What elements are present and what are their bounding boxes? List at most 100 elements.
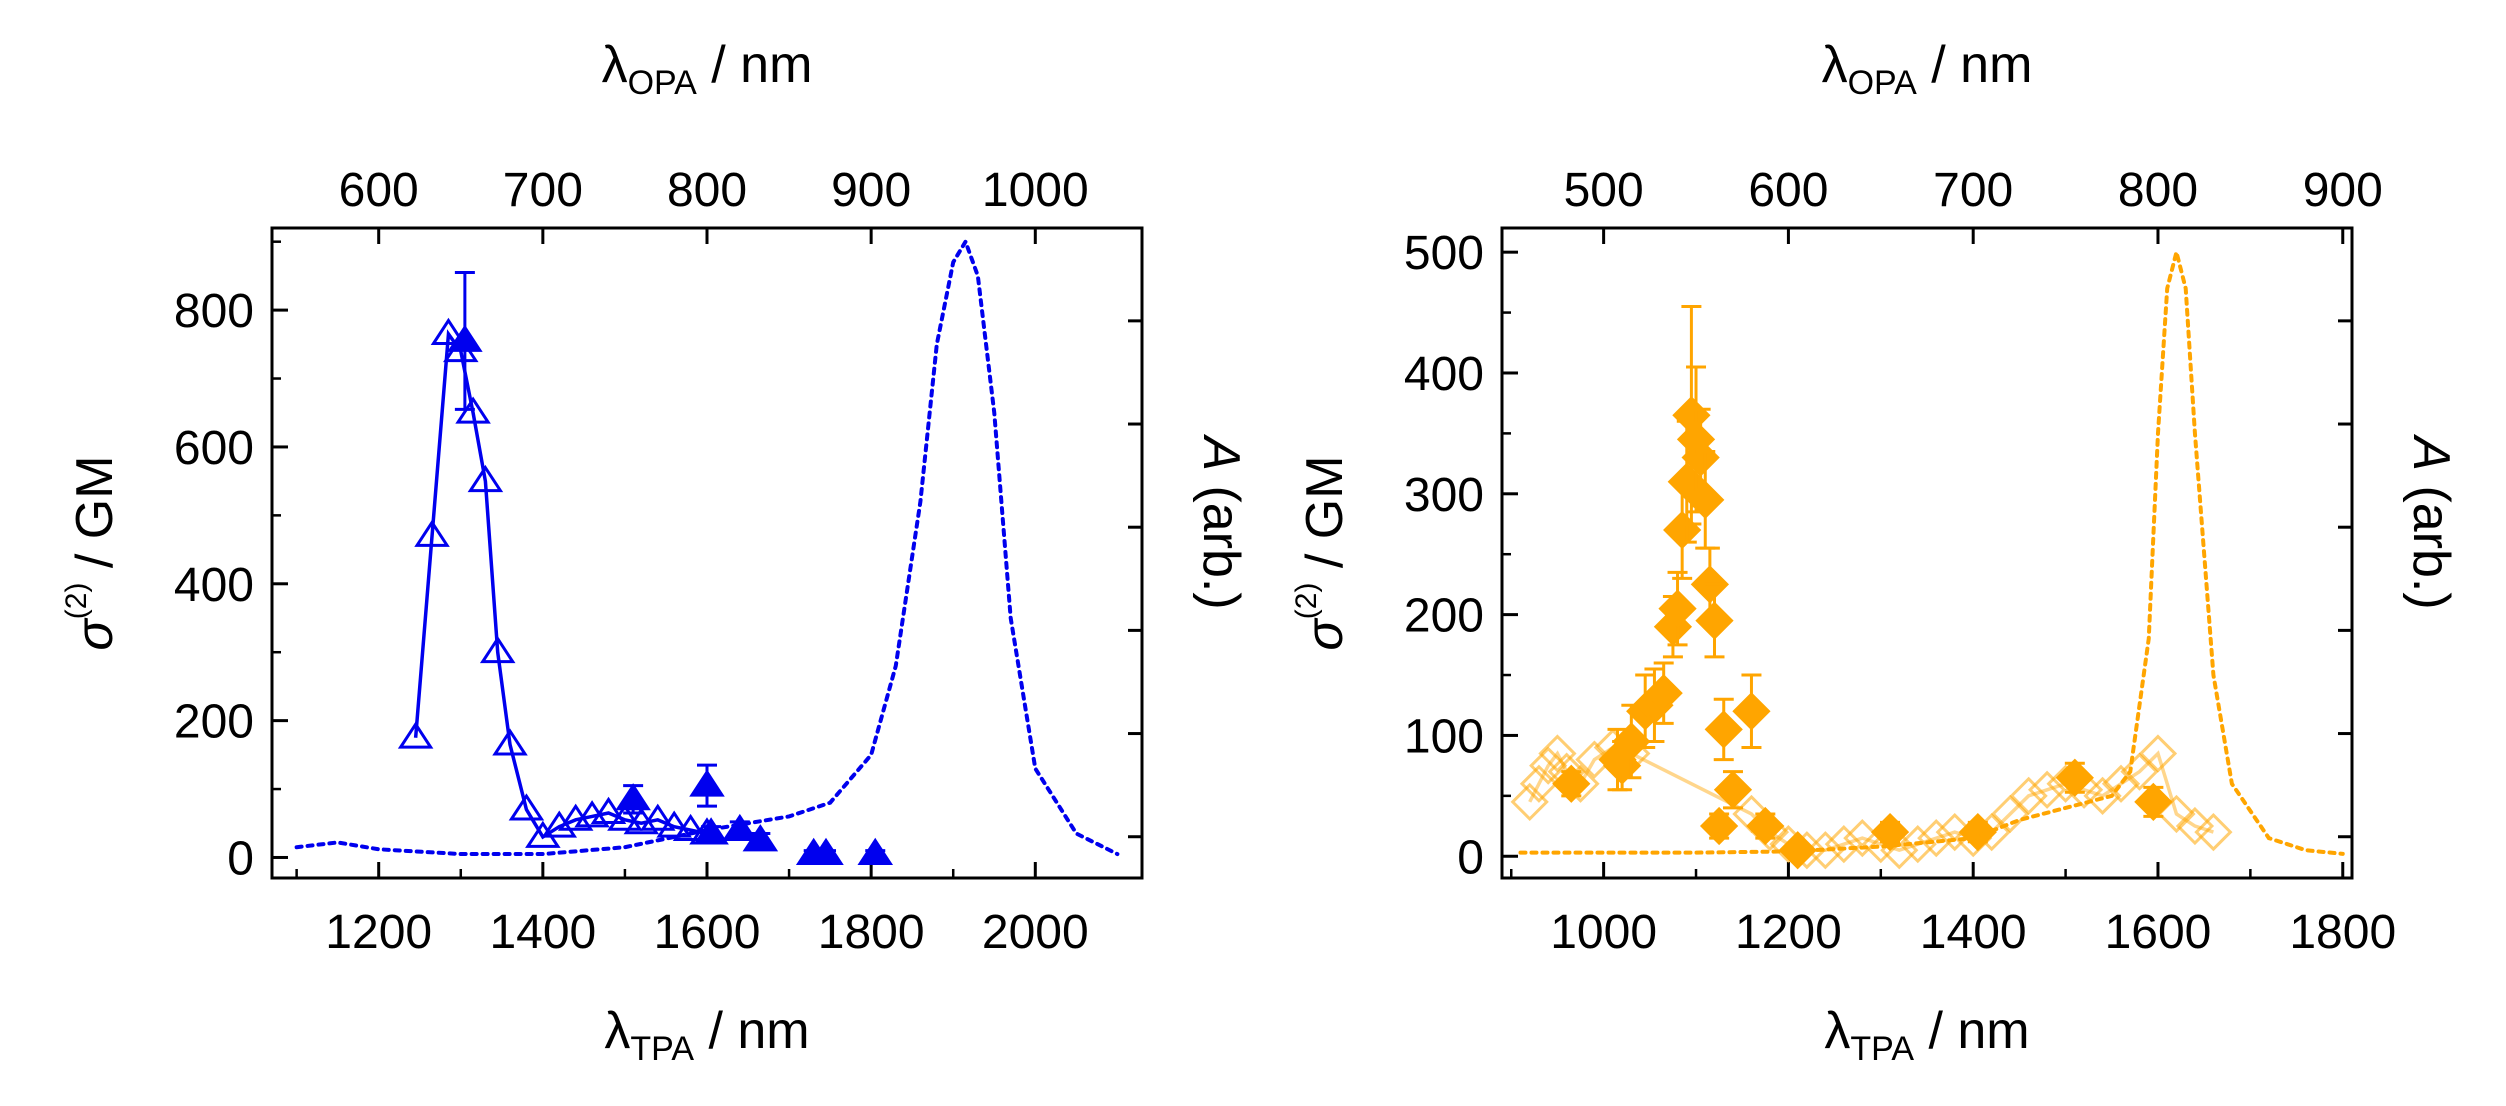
x-tick-label: 1800 [2289,906,2396,959]
diamond-marker [2009,776,2048,815]
top-axis-label: λOPA / nm [602,36,813,102]
top-tick-label: 1000 [982,164,1089,217]
diamond-marker [1510,782,1549,822]
diamond-marker [2027,770,2067,809]
triangle-marker [430,317,467,346]
y-tick-label: 600 [174,422,254,475]
top-axis-label-sub: OPA [1848,64,1918,102]
top-axis-label-base: λ [1822,36,1848,94]
x-tick-label: 1600 [654,906,761,959]
triangle-marker [541,810,578,838]
triangle-marker [479,635,516,664]
x-tick-label: 1000 [1550,906,1657,959]
x-tick-label: 1200 [1735,906,1842,959]
diamond-marker [1538,734,1577,773]
diamond-marker [1991,794,2030,834]
top-axis-label-base: λ [602,36,628,94]
top-tick-label: 600 [1748,164,1828,217]
y-axis-label-sup: (2) [1290,583,1323,620]
diamond-marker [1806,831,1845,870]
right-axis-label: A (arb.) [2402,433,2460,609]
diamond-marker [1713,770,1753,809]
top-axis-label-rest: / nm [1917,36,2033,94]
x-axis-label: λTPA / nm [1824,1002,2029,1068]
series-line [1528,745,2214,853]
left-chart-panel: 1200 1400 1600 1800 2000 0 200 400 600 800 600 700 8… [60,36,1250,1068]
y-tick-label: 0 [227,832,254,885]
x-axis-label: λTPA / nm [604,1002,809,1068]
x-axis-label-rest: / nm [694,1002,810,1060]
diamond-marker [1898,825,1937,864]
diamond-marker [1519,764,1559,803]
top-axis-label-sub: OPA [628,64,698,102]
triangle-marker [689,769,725,797]
right-chart-panel: 1000 1200 1400 1600 1800 0 100 200 300 400 500 500 6… [1290,36,2460,1068]
x-axis-label-sub: TPA [1850,1030,1914,1068]
x-axis-label-sub: TPA [630,1030,694,1068]
top-tick-label: 500 [1564,164,1644,217]
x-tick-label: 1400 [489,906,596,959]
triangle-marker [508,793,545,821]
diamond-marker [1658,589,1697,628]
top-tick-label: 700 [503,164,583,217]
triangle-marker [607,803,643,831]
y-axis-label: σ(2) / GM [1290,455,1354,650]
triangle-marker [590,796,627,824]
diamond-marker [1644,674,1683,713]
right-axis-label-base: A [1192,433,1250,471]
y-axis-label-base: σ [66,618,124,651]
y-tick-label: 800 [174,285,254,338]
diamond-marker [1732,692,1771,731]
triangle-marker [808,837,844,866]
diamond-marker [1824,825,1863,864]
diamond-marker [1695,601,1734,640]
triangle-marker [722,813,758,842]
y-axis-label-sup: (2) [60,583,93,620]
right-axis-label: A (arb.) [1192,433,1250,609]
x-axis-label-base: λ [1824,1002,1850,1060]
x-tick-label: 1600 [2105,906,2212,959]
absorption-line [1518,251,2345,856]
x-tick-label: 1400 [1920,906,2027,959]
diamond-marker [1552,764,1591,803]
triangle-marker [615,783,651,811]
diamond-marker [1917,819,1956,858]
y-axis-label: σ(2) / GM [60,455,124,650]
right-axis-label-rest: (arb.) [2402,471,2460,610]
y-tick-label: 100 [1404,710,1484,763]
diamond-marker [1746,806,1785,846]
x-axis-label-base: λ [604,1002,630,1060]
diamond-marker [1704,710,1743,749]
x-tick-label: 1800 [818,906,925,959]
triangle-marker [414,519,450,547]
triangle-marker [857,837,894,866]
diamond-marker [1602,746,1642,785]
triangle-marker [492,728,528,756]
triangle-marker [467,464,504,493]
diamond-marker [2101,764,2141,803]
top-tick-label: 700 [1933,164,2013,217]
diamond-marker [1699,806,1739,846]
y-tick-label: 200 [1404,590,1484,643]
y-tick-label: 400 [174,559,254,612]
y-axis-label-rest: / GM [1296,455,1354,582]
diamond-marker [2055,758,2094,797]
diamond-marker [2138,734,2178,773]
triangle-marker [397,721,434,749]
top-tick-label: 900 [2303,164,2383,217]
top-tick-label: 800 [2118,164,2198,217]
diamond-marker [1870,812,1910,852]
top-tick-label: 900 [831,164,911,217]
y-tick-label: 400 [1404,348,1484,401]
right-axis-label-rest: (arb.) [1192,471,1250,610]
triangle-marker [742,824,779,852]
x-tick-label: 1200 [325,906,432,959]
top-axis-label-rest: / nm [697,36,813,94]
y-axis-label-rest: / GM [66,455,124,582]
absorption-line [294,237,1120,857]
triangle-marker [447,324,483,352]
right-axis-label-base: A [2402,433,2460,471]
top-tick-label: 800 [667,164,747,217]
y-tick-label: 200 [174,696,254,749]
